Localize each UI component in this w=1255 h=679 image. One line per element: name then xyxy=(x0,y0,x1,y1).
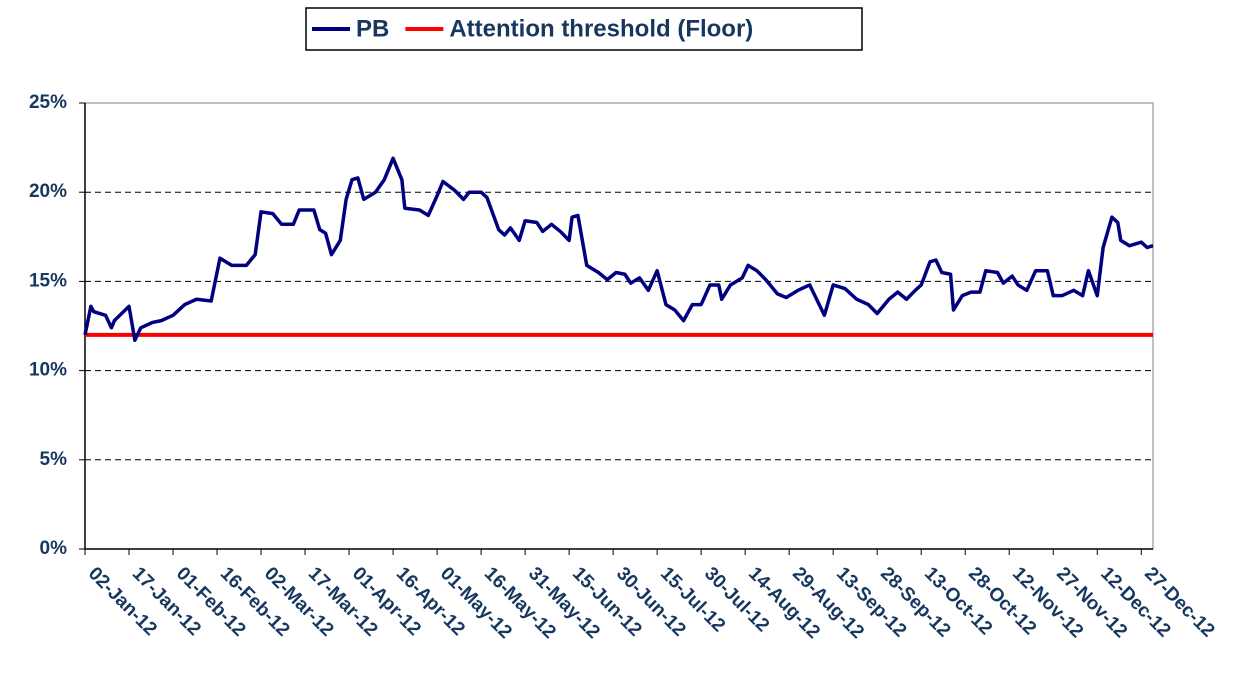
legend-box xyxy=(305,7,863,51)
plot-area xyxy=(84,102,1154,550)
y-tick-label: 20% xyxy=(29,181,67,202)
legend-label: Attention threshold (Floor) xyxy=(449,15,753,42)
line-series xyxy=(83,156,1154,343)
y-tick-label: 15% xyxy=(29,270,67,291)
y-tick-label: 5% xyxy=(40,449,68,470)
y-tick-label: 25% xyxy=(29,92,67,113)
y-tick-label: 10% xyxy=(29,360,67,381)
y-tick-label: 0% xyxy=(40,538,68,559)
legend-label: PB xyxy=(356,15,389,42)
